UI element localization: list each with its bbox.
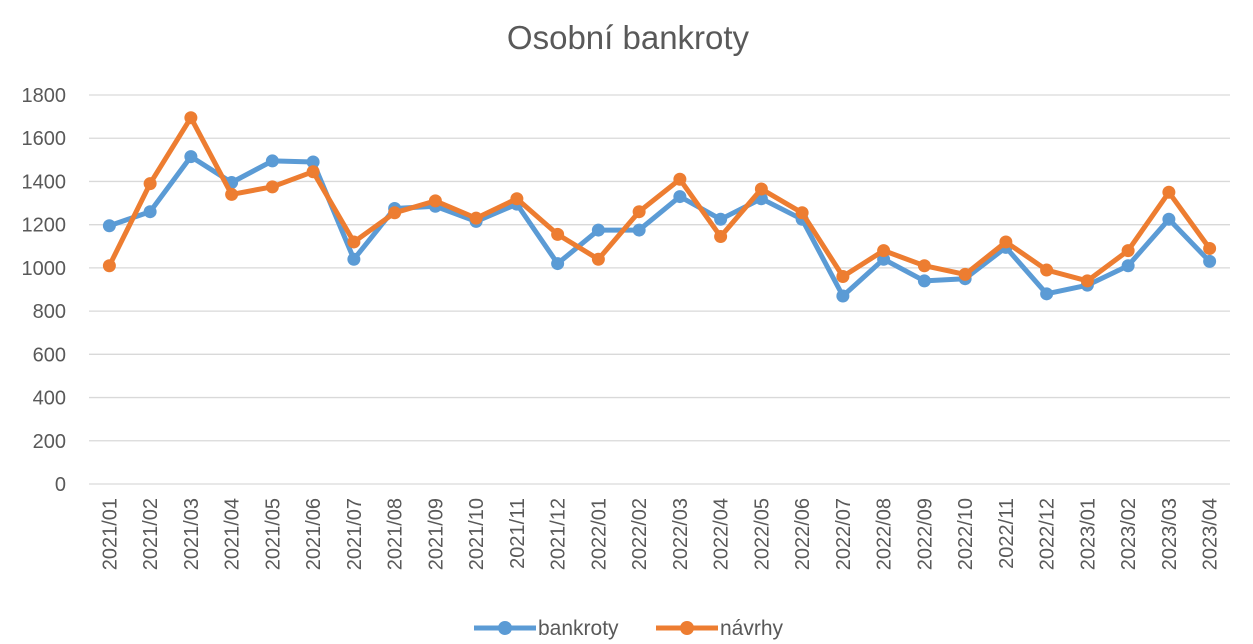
data-point-bankroty [1162,212,1176,226]
x-tick-label: 2021/10 [466,498,488,570]
y-tick-label: 800 [33,301,66,323]
data-point-návrhy [632,205,646,219]
data-point-bankroty [102,219,116,233]
x-tick-label: 2022/04 [711,498,733,570]
x-tick-label: 2022/06 [792,498,814,570]
data-point-návrhy [795,206,809,220]
x-tick-label: 2021/12 [548,498,570,570]
x-tick-label: 2022/05 [751,498,773,570]
gridlines [89,94,1230,485]
legend-label: návrhy [720,617,784,640]
x-tick-label: 2022/11 [996,498,1018,569]
x-tick-label: 2022/09 [914,498,936,570]
data-point-návrhy [673,172,687,186]
y-tick-label: 1200 [22,215,67,237]
data-point-návrhy [469,211,483,225]
series-line-návrhy [106,115,1213,284]
data-point-návrhy [306,165,320,179]
x-tick-label: 2021/07 [344,498,366,570]
data-point-návrhy [1040,263,1054,277]
data-point-bankroty [917,274,931,288]
x-tick-label: 2021/01 [99,498,121,570]
x-tick-label: 2021/06 [303,498,325,570]
y-tick-label: 1000 [22,258,67,280]
data-point-bankroty [1040,287,1054,301]
data-point-návrhy [877,244,891,258]
data-point-návrhy [917,259,931,273]
x-tick-label: 2022/10 [955,498,977,570]
data-point-návrhy [184,111,198,125]
x-tick-label: 2022/07 [833,498,855,570]
data-point-návrhy [265,180,279,194]
data-point-návrhy [347,235,361,249]
series-line-bankroty [106,154,1213,299]
data-point-návrhy [714,230,728,244]
data-point-bankroty [836,289,850,303]
data-point-návrhy [143,177,157,191]
x-tick-label: 2021/05 [262,498,284,570]
y-tick-label: 1800 [22,85,67,107]
y-tick-label: 600 [33,344,66,366]
data-point-návrhy [428,194,442,208]
x-tick-label: 2023/03 [1159,498,1181,570]
data-point-návrhy [1162,185,1176,199]
data-point-bankroty [347,252,361,266]
x-tick-label: 2022/03 [670,498,692,570]
data-point-návrhy [510,192,524,206]
legend-label: bankroty [538,617,619,640]
x-tick-label: 2021/11 [507,498,529,569]
data-point-bankroty [306,155,320,169]
y-tick-label: 200 [33,431,66,453]
series-group [102,111,1217,303]
data-point-bankroty [1121,259,1135,273]
data-point-návrhy [958,267,972,281]
data-point-návrhy [836,270,850,284]
data-point-návrhy [754,182,768,196]
data-point-návrhy [551,227,565,241]
x-tick-label: 2021/02 [140,498,162,570]
data-point-návrhy [1080,274,1094,288]
x-tick-label: 2022/08 [874,498,896,570]
legend-marker [680,621,694,635]
data-point-návrhy [102,259,116,273]
y-axis-tick-labels: 0 200 400 600 800 1000 1200 1400 1600 1800 [22,85,67,496]
data-point-bankroty [673,190,687,204]
y-tick-label: 1400 [22,171,67,193]
data-point-bankroty [184,150,198,164]
legend: bankroty návrhy [474,617,784,640]
data-point-návrhy [999,235,1013,249]
legend-marker [498,621,512,635]
x-tick-label: 2023/02 [1118,498,1140,570]
x-tick-label: 2022/02 [629,498,651,570]
y-tick-label: 0 [55,474,66,496]
x-tick-label: 2023/04 [1200,498,1222,570]
data-point-bankroty [1203,254,1217,268]
data-point-návrhy [591,252,605,266]
x-tick-label: 2022/12 [1037,498,1059,570]
x-tick-label: 2021/08 [385,498,407,570]
x-tick-label: 2022/01 [588,498,610,570]
data-point-návrhy [1203,241,1217,255]
data-point-bankroty [632,223,646,237]
data-point-návrhy [225,187,239,201]
data-point-bankroty [265,154,279,168]
x-tick-label: 2021/09 [425,498,447,570]
data-point-bankroty [714,212,728,226]
data-point-bankroty [591,223,605,237]
x-tick-label: 2021/03 [181,498,203,570]
y-tick-label: 1600 [22,128,67,150]
x-tick-label: 2023/01 [1077,498,1099,570]
x-tick-label: 2021/04 [222,498,244,570]
data-point-bankroty [551,257,565,271]
chart-title: Osobní bankroty [507,19,750,56]
y-tick-label: 400 [33,388,66,410]
data-point-návrhy [388,206,402,220]
data-point-bankroty [143,205,157,219]
x-axis-tick-labels: 2021/01 2021/02 2021/03 2021/04 2021/05 2021/… [99,498,1221,570]
data-point-návrhy [1121,244,1135,258]
